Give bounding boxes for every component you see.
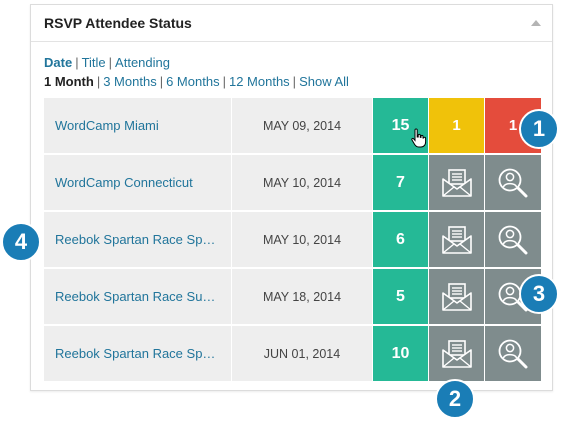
- magnifier-person-icon: [498, 168, 528, 197]
- separator: |: [75, 55, 79, 70]
- callout-badge-4: 4: [1, 222, 41, 262]
- table-row: WordCamp Connecticut MAY 10, 2014 7: [44, 155, 541, 210]
- view-attendees-button[interactable]: [485, 326, 541, 381]
- attending-count[interactable]: 7: [373, 155, 428, 210]
- maybe-count[interactable]: 1: [429, 98, 484, 153]
- separator: |: [96, 74, 101, 89]
- callout-badge-3: 3: [519, 274, 559, 314]
- events-table: WordCamp Miami MAY 09, 2014 15 1 1 WordC…: [44, 98, 541, 382]
- sort-attending-link[interactable]: Attending: [115, 55, 170, 70]
- callout-badge-2: 2: [435, 379, 475, 419]
- range-options: 1 Month | 3 Months | 6 Months | 12 Months | Show…: [44, 74, 349, 89]
- attending-count[interactable]: 6: [373, 212, 428, 267]
- email-attendees-button[interactable]: [429, 326, 484, 381]
- sort-options: Date | Title | Attending: [44, 55, 170, 70]
- event-date: MAY 10, 2014: [232, 155, 372, 210]
- envelope-icon: [441, 339, 472, 368]
- event-date: MAY 09, 2014: [232, 98, 372, 153]
- widget-title: RSVP Attendee Status: [44, 15, 192, 31]
- envelope-icon: [441, 282, 472, 311]
- table-row: Reebok Spartan Race Sp… JUN 01, 2014 10: [44, 326, 541, 381]
- event-title-link[interactable]: WordCamp Miami: [44, 98, 231, 153]
- range-show-all[interactable]: Show All: [299, 74, 349, 89]
- rsvp-widget: RSVP Attendee Status Date | Title | Attendin…: [30, 4, 553, 391]
- range-12-months[interactable]: 12 Months: [228, 74, 290, 89]
- email-attendees-button[interactable]: [429, 269, 484, 324]
- separator: |: [292, 74, 297, 89]
- view-attendees-button[interactable]: [485, 155, 541, 210]
- email-attendees-button[interactable]: [429, 212, 484, 267]
- widget-header: RSVP Attendee Status: [31, 5, 552, 42]
- magnifier-person-icon: [498, 339, 528, 368]
- range-6-months[interactable]: 6 Months: [166, 74, 220, 89]
- event-title-link[interactable]: Reebok Spartan Race Sp…: [44, 212, 231, 267]
- hand-cursor-icon: [411, 128, 427, 148]
- table-row: WordCamp Miami MAY 09, 2014 15 1 1: [44, 98, 541, 153]
- sort-title-link[interactable]: Title: [81, 55, 106, 70]
- range-3-months[interactable]: 3 Months: [103, 74, 157, 89]
- attending-count[interactable]: 10: [373, 326, 428, 381]
- event-title-link[interactable]: WordCamp Connecticut: [44, 155, 231, 210]
- range-1-month[interactable]: 1 Month: [44, 74, 94, 89]
- attending-count[interactable]: 15: [373, 98, 428, 153]
- sort-date-link[interactable]: Date: [44, 55, 73, 70]
- envelope-icon: [441, 168, 472, 197]
- collapse-arrow-icon[interactable]: [531, 20, 541, 26]
- magnifier-person-icon: [498, 225, 528, 254]
- table-row: Reebok Spartan Race Su… MAY 18, 2014 5: [44, 269, 541, 324]
- table-row: Reebok Spartan Race Sp… MAY 10, 2014 6: [44, 212, 541, 267]
- event-title-link[interactable]: Reebok Spartan Race Sp…: [44, 326, 231, 381]
- envelope-icon: [441, 225, 472, 254]
- separator: |: [222, 74, 226, 89]
- view-attendees-button[interactable]: [485, 212, 541, 267]
- email-attendees-button[interactable]: [429, 155, 484, 210]
- callout-badge-1: 1: [519, 109, 559, 149]
- event-date: JUN 01, 2014: [232, 326, 372, 381]
- separator: |: [159, 74, 164, 89]
- event-date: MAY 10, 2014: [232, 212, 372, 267]
- event-title-link[interactable]: Reebok Spartan Race Su…: [44, 269, 231, 324]
- attending-count[interactable]: 5: [373, 269, 428, 324]
- event-date: MAY 18, 2014: [232, 269, 372, 324]
- separator: |: [108, 55, 113, 70]
